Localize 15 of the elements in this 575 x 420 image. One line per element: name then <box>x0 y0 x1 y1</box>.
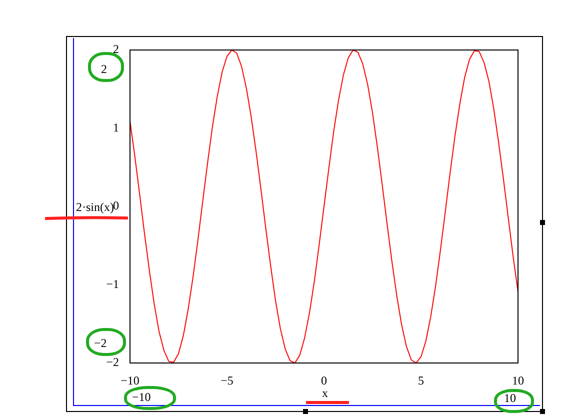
x-axis-title: x <box>322 386 328 401</box>
text: 10 <box>504 391 516 406</box>
y-tick-label: 2 <box>113 42 119 56</box>
y-tick-label: 0 <box>113 198 119 213</box>
text: −10 <box>132 390 151 405</box>
x-tick-label: −10 <box>120 373 140 388</box>
y-tick-label: −1 <box>106 276 119 291</box>
y-tick-label: 1 <box>113 120 119 134</box>
text: −2 <box>94 336 107 351</box>
x-tick-label: 5 <box>418 373 424 388</box>
y-axis-title: 2·sin(x) <box>76 200 114 215</box>
x-tick-label: 10 <box>512 373 524 388</box>
x-tick-label: −5 <box>220 373 234 388</box>
x-tick-label: 0 <box>321 373 327 388</box>
y-tick-label: −2 <box>106 355 119 370</box>
